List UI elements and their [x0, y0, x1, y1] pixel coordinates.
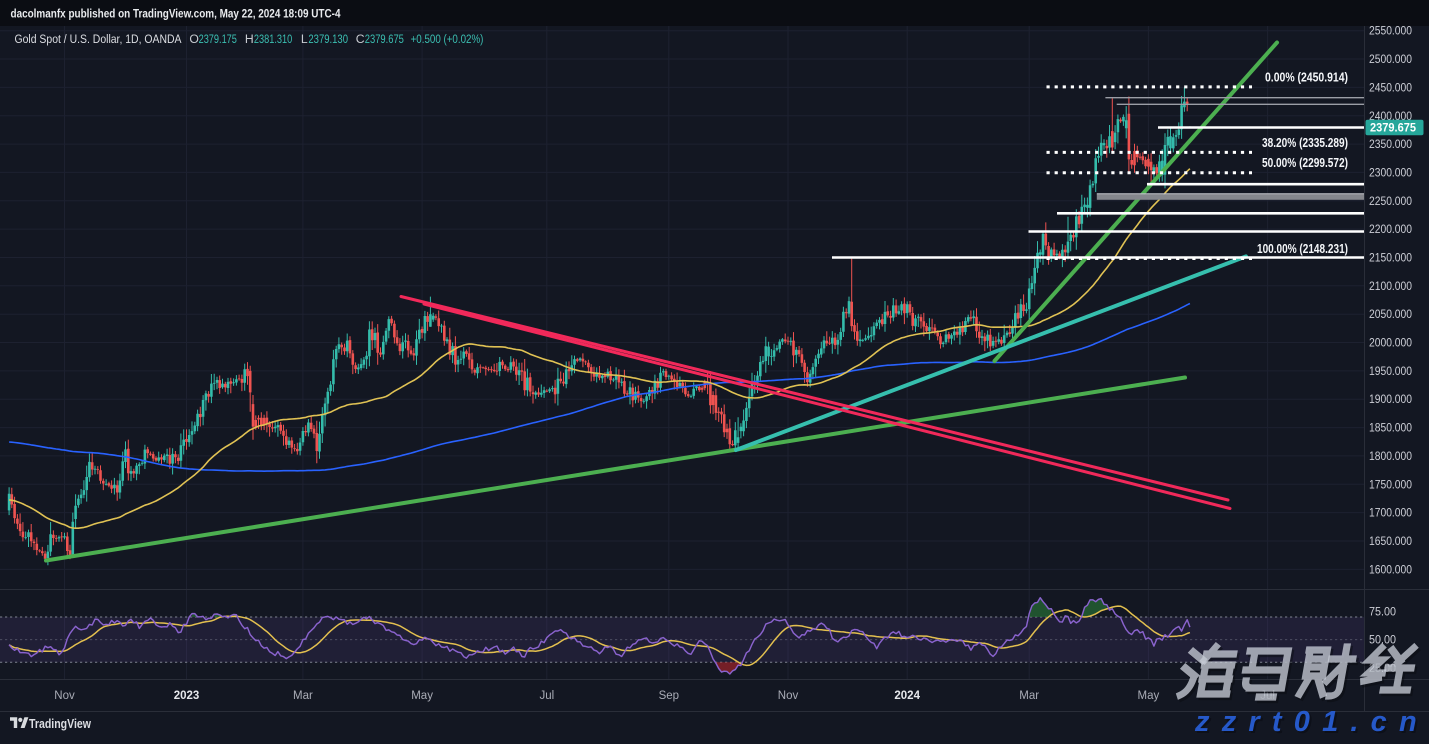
- svg-text:38.20% (2335.289): 38.20% (2335.289): [1262, 135, 1348, 150]
- svg-text:Mar: Mar: [293, 690, 313, 702]
- svg-text:1700.000: 1700.000: [1369, 508, 1412, 520]
- svg-text:O: O: [189, 32, 198, 46]
- svg-text:May: May: [411, 690, 433, 702]
- svg-text:1750.000: 1750.000: [1369, 479, 1412, 491]
- svg-text:1850.000: 1850.000: [1369, 423, 1412, 435]
- svg-text:2050.000: 2050.000: [1369, 309, 1412, 321]
- svg-text:2023: 2023: [174, 690, 200, 702]
- svg-text:75.00: 75.00: [1369, 606, 1396, 618]
- svg-text:2350.000: 2350.000: [1369, 139, 1412, 151]
- svg-text:Mar: Mar: [1019, 690, 1039, 702]
- svg-text:2379.175: 2379.175: [199, 32, 237, 46]
- svg-text:Gold Spot / U.S. Dollar, 1D, O: Gold Spot / U.S. Dollar, 1D, OANDA: [15, 32, 183, 46]
- svg-text:Jul: Jul: [539, 690, 554, 702]
- svg-text:TradingView: TradingView: [29, 716, 92, 731]
- svg-text:1800.000: 1800.000: [1369, 451, 1412, 463]
- svg-text:0.00% (2450.914): 0.00% (2450.914): [1265, 69, 1348, 84]
- svg-text:2000.000: 2000.000: [1369, 338, 1412, 350]
- svg-text:1900.000: 1900.000: [1369, 394, 1412, 406]
- svg-text:Nov: Nov: [54, 690, 75, 702]
- svg-text:Nov: Nov: [778, 690, 799, 702]
- svg-text:2024: 2024: [894, 690, 920, 702]
- svg-text:2200.000: 2200.000: [1369, 224, 1412, 236]
- svg-text:2379.130: 2379.130: [308, 32, 348, 46]
- svg-text:2550.000: 2550.000: [1369, 26, 1412, 38]
- svg-text:2450.000: 2450.000: [1369, 82, 1412, 94]
- svg-text:zzrt01.cn: zzrt01.cn: [1196, 708, 1429, 739]
- svg-text:2100.000: 2100.000: [1369, 281, 1412, 293]
- svg-text:2381.310: 2381.310: [254, 32, 292, 46]
- svg-text:1650.000: 1650.000: [1369, 536, 1412, 548]
- svg-text:+0.500 (+0.02%): +0.500 (+0.02%): [411, 32, 484, 46]
- svg-text:2500.000: 2500.000: [1369, 54, 1412, 66]
- svg-text:50.00: 50.00: [1369, 635, 1396, 647]
- svg-text:Sep: Sep: [659, 690, 679, 702]
- svg-text:L: L: [301, 32, 308, 46]
- svg-text:May: May: [1138, 690, 1160, 702]
- svg-text:1950.000: 1950.000: [1369, 366, 1412, 378]
- svg-text:2150.000: 2150.000: [1369, 253, 1412, 265]
- svg-text:2379.675: 2379.675: [365, 32, 404, 46]
- svg-text:H: H: [245, 32, 254, 46]
- svg-text:2300.000: 2300.000: [1369, 167, 1412, 179]
- svg-text:2379.675: 2379.675: [1370, 123, 1417, 135]
- svg-text:100.00% (2148.231): 100.00% (2148.231): [1257, 241, 1348, 256]
- svg-text:2250.000: 2250.000: [1369, 196, 1412, 208]
- svg-text:C: C: [356, 32, 365, 46]
- svg-text:50.00% (2299.572): 50.00% (2299.572): [1262, 155, 1348, 170]
- svg-text:dacolmanfx published on Tradin: dacolmanfx published on TradingView.com,…: [11, 7, 341, 21]
- svg-text:zzrt01.cn: zzrt01.cn: [1194, 706, 1429, 738]
- svg-text:1600.000: 1600.000: [1369, 564, 1412, 576]
